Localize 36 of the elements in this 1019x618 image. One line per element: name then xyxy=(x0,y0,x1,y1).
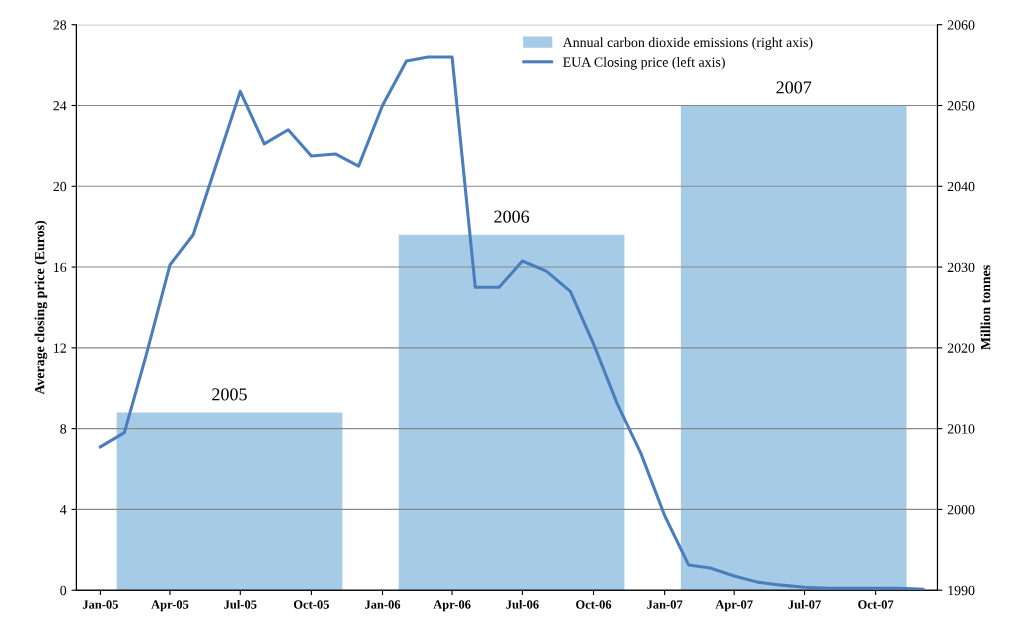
y-tick-label: 12 xyxy=(54,343,66,353)
y-tick-label: 4 xyxy=(60,505,67,515)
y2-tick-label: 2060 xyxy=(947,20,975,30)
legend-label: Annual carbon dioxide emissions (right axis) xyxy=(562,37,813,50)
x-tick-label: Oct-07 xyxy=(858,600,894,609)
x-tick-label: Apr-07 xyxy=(715,600,753,612)
y2-tick-label: 1990 xyxy=(948,585,975,596)
x-tick-label: Oct-05 xyxy=(293,600,329,609)
y2-tick-label: 2010 xyxy=(947,424,975,434)
y2-tick-label: 2040 xyxy=(947,181,975,192)
y-tick-label: 0 xyxy=(60,585,67,596)
x-tick-label: Jan-07 xyxy=(647,600,683,609)
x-tick-label: Jul-05 xyxy=(224,599,257,609)
y-tick-label: 8 xyxy=(60,424,67,434)
x-tick-label: Jan-06 xyxy=(365,600,401,609)
x-tick-label: Jan-05 xyxy=(82,600,118,609)
annotation: 2006 xyxy=(494,210,530,223)
y-axis-title: Average closing price (Euros) xyxy=(34,220,48,395)
y2-axis-title: Million tonnes xyxy=(980,265,991,350)
legend-label: EUA Closing price (left axis) xyxy=(563,56,725,70)
y2-tick-label: 2000 xyxy=(947,504,975,515)
y-tick-label: 28 xyxy=(53,20,67,30)
annotation: 2005 xyxy=(212,388,247,401)
line-series xyxy=(98,55,925,591)
y-tick-label: 16 xyxy=(54,262,67,273)
y-tick-label: 24 xyxy=(53,101,67,111)
y2-tick-label: 2050 xyxy=(947,101,975,111)
annotation: 2007 xyxy=(776,81,812,94)
y-tick-label: 20 xyxy=(53,181,67,192)
y2-tick-label: 2020 xyxy=(947,343,975,353)
x-tick-label: Oct-06 xyxy=(576,600,612,609)
x-tick-label: Apr-06 xyxy=(433,600,471,612)
x-tick-label: Jul-06 xyxy=(506,599,539,609)
y2-tick-label: 2030 xyxy=(947,262,975,273)
x-tick-label: Jul-07 xyxy=(788,599,821,609)
x-tick-label: Apr-05 xyxy=(151,600,189,612)
